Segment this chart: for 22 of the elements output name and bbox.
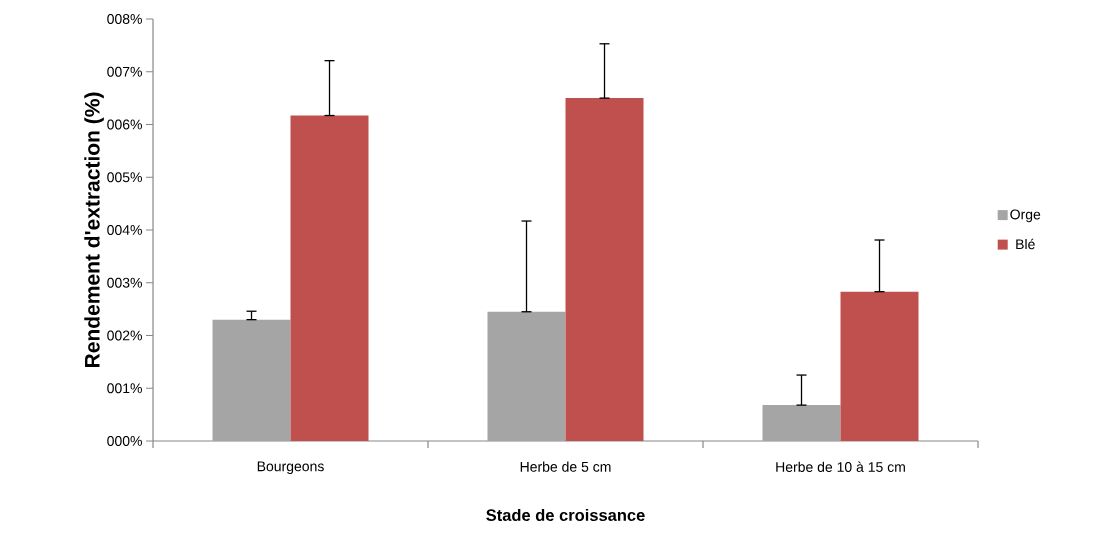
- legend-label: Orge: [1010, 209, 1041, 223]
- y-tick-label: 007%: [107, 66, 142, 77]
- y-tick-label: 001%: [107, 383, 142, 394]
- bar: [840, 291, 919, 441]
- x-tick-label: Herbe de 5 cm: [520, 461, 611, 472]
- y-axis-title: Rendement d'extraction (%): [84, 92, 104, 368]
- bar: [762, 405, 841, 441]
- x-tick-label: Bourgeons: [257, 461, 324, 475]
- x-tick-label: Herbe de 10 à 15 cm: [776, 461, 905, 472]
- legend-label: Blé: [1016, 238, 1035, 250]
- bar: [565, 98, 644, 441]
- x-axis-title: Stade de croissance: [486, 508, 645, 521]
- y-tick-label: 003%: [107, 277, 142, 288]
- y-tick-label: 005%: [107, 172, 142, 183]
- y-tick-label: 002%: [107, 330, 142, 341]
- bar: [212, 319, 291, 441]
- y-tick-label: 000%: [107, 436, 142, 446]
- bar: [290, 115, 369, 441]
- y-tick-label: 008%: [107, 14, 142, 24]
- bar: [487, 311, 566, 441]
- y-tick-label: 004%: [107, 225, 142, 235]
- y-tick-label: 006%: [107, 119, 142, 130]
